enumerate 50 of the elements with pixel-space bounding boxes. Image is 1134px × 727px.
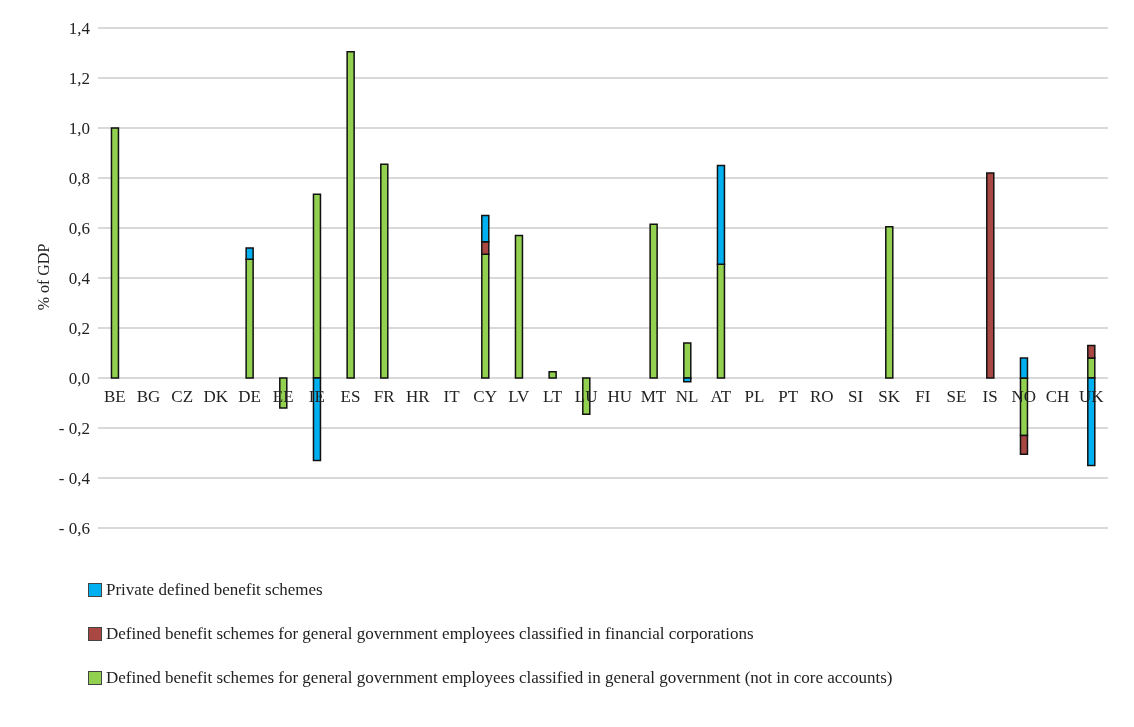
bar (514, 234, 524, 379)
legend-label: Private defined benefit schemes (106, 580, 323, 600)
x-tick-label: IT (443, 387, 461, 406)
x-tick-label: FI (915, 387, 931, 406)
x-tick-label: LT (542, 387, 563, 406)
x-tick-label: SI (847, 387, 864, 406)
y-tick-label: 1,4 (68, 19, 91, 39)
x-tick-label: HU (607, 387, 633, 406)
bar (649, 223, 658, 379)
y-tick-label: 0,4 (68, 269, 91, 289)
bar (110, 127, 120, 379)
x-tick-label: DE (238, 387, 261, 406)
y-tick-label: 1,2 (68, 69, 90, 89)
x-tick-label: PL (744, 387, 765, 406)
x-tick-label: ES (340, 387, 361, 406)
bar (346, 51, 355, 379)
x-tick-label: BE (103, 387, 126, 406)
x-tick-label: HR (406, 387, 431, 406)
y-tick-label: 0,2 (68, 319, 90, 339)
y-tick-label: 1,0 (68, 119, 90, 139)
y-tick-label: 0,6 (68, 219, 90, 239)
x-tick-label: IS (982, 387, 998, 406)
y-tick-label: - 0,6 (58, 519, 90, 539)
bar (380, 163, 389, 379)
bar (548, 371, 557, 379)
x-tick-label: NL (675, 387, 699, 406)
y-tick-label: 0,0 (68, 369, 90, 389)
x-tick-label: DK (203, 387, 229, 406)
y-tick-label: - 0,4 (58, 469, 91, 489)
bar (885, 226, 894, 379)
y-tick-label: 0,8 (68, 169, 90, 189)
bar (683, 342, 692, 379)
legend-label: Defined benefit schemes for general government employees classified in general government (not in core accounts) (106, 668, 893, 688)
x-tick-label: RO (810, 387, 834, 406)
x-tick-label: SE (946, 387, 967, 406)
x-tick-label: LV (508, 387, 531, 406)
x-tick-label: AT (710, 387, 732, 406)
x-tick-label: BG (136, 387, 161, 406)
bar (986, 172, 995, 379)
y-tick-label: - 0,2 (58, 419, 90, 439)
x-tick-label: CZ (171, 387, 194, 406)
y-axis-title: % of GDP (35, 243, 53, 311)
x-tick-label: PT (778, 387, 799, 406)
x-tick-label: SK (878, 387, 901, 406)
x-tick-label: CY (473, 387, 497, 406)
legend-label: Defined benefit schemes for general government employees classified in financial corporations (106, 624, 754, 644)
x-tick-label: IE (308, 387, 325, 406)
x-tick-label: MT (640, 387, 667, 406)
x-tick-label: CH (1045, 387, 1070, 406)
x-tick-label: FR (373, 387, 396, 406)
